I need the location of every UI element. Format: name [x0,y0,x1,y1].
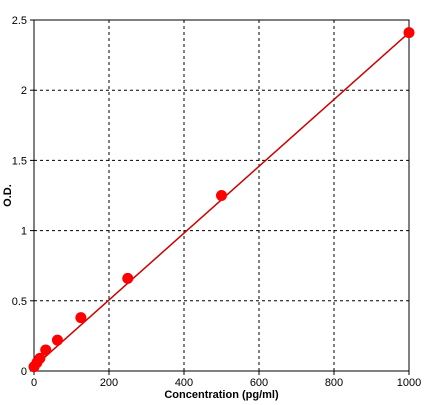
data-point [51,334,63,346]
data-points [28,27,415,373]
y-axis-title: O.D. [2,184,14,207]
x-tick-label: 400 [175,377,193,389]
x-tick-label: 1000 [397,377,421,389]
y-tick-label: 0.5 [12,296,27,308]
data-point [403,27,415,39]
x-tick-label: 600 [250,377,268,389]
y-tick-label: 0 [21,366,27,378]
x-tick-label: 0 [31,377,37,389]
y-tick-label: 1 [21,226,27,238]
data-point [34,352,46,364]
plot-frame [33,19,410,372]
data-point [216,190,227,201]
data-point [75,312,87,324]
ticks: 0 200 400 600 800 1000 0 0.5 1 1.5 2 2.5 [12,15,422,389]
x-tick-label: 800 [325,377,343,389]
grid [34,20,409,371]
data-point [122,272,134,284]
x-axis-title: Concentration (pg/ml) [164,389,279,401]
y-tick-label: 2.5 [12,15,27,27]
y-tick-label: 1.5 [12,155,27,167]
data-point [40,344,52,356]
x-tick-label: 200 [100,377,118,389]
y-tick-label: 2 [21,85,27,97]
